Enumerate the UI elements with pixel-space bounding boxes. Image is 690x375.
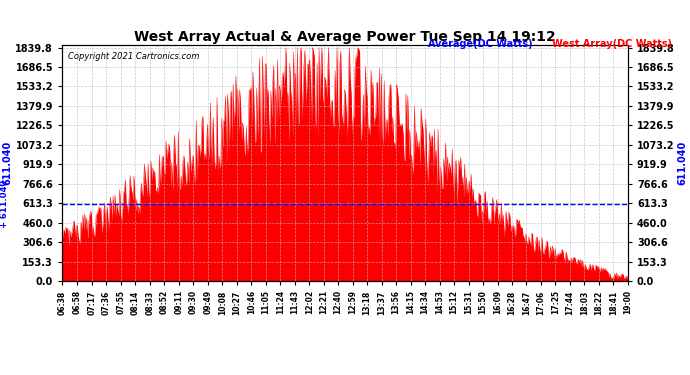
Title: West Array Actual & Average Power Tue Sep 14 19:12: West Array Actual & Average Power Tue Se… bbox=[134, 30, 556, 44]
Text: West Array(DC Watts): West Array(DC Watts) bbox=[552, 39, 672, 50]
Text: + 611.040: + 611.040 bbox=[0, 180, 8, 228]
Y-axis label: 611.040: 611.040 bbox=[3, 141, 12, 185]
Text: Average(DC Watts): Average(DC Watts) bbox=[428, 39, 533, 50]
Text: Copyright 2021 Cartronics.com: Copyright 2021 Cartronics.com bbox=[68, 52, 199, 61]
Y-axis label: 611.040: 611.040 bbox=[678, 141, 687, 185]
